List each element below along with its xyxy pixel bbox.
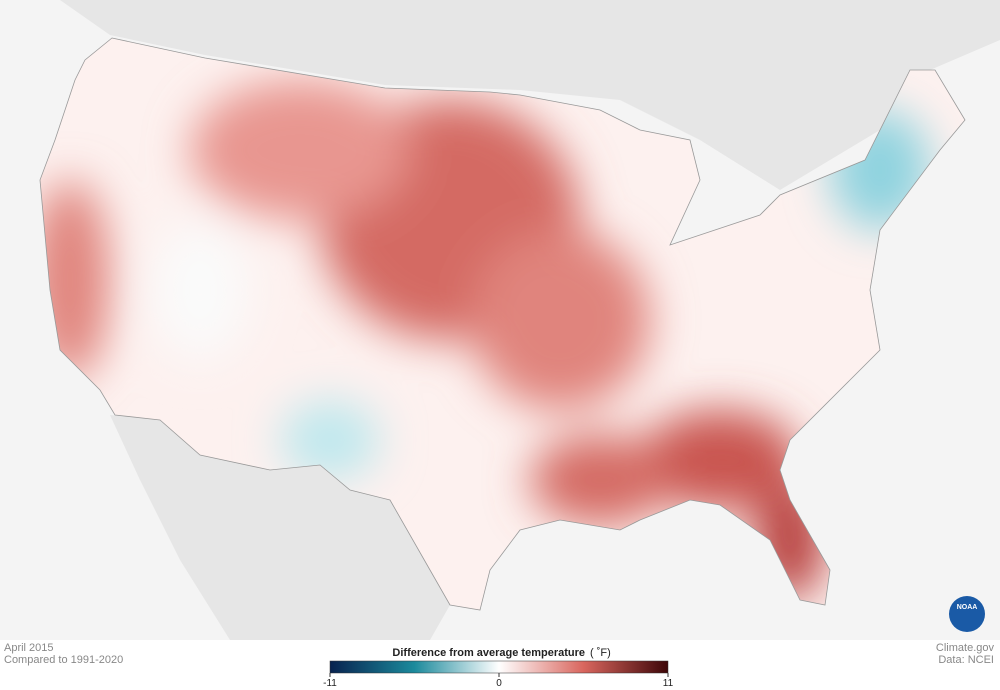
us-border xyxy=(39,37,966,611)
warm-area xyxy=(190,80,410,220)
tick-label: -11 xyxy=(323,678,337,689)
baseline-label: Compared to 1991-2020 xyxy=(4,654,123,666)
date-label: April 2015 xyxy=(4,642,54,654)
source-credit: Data: NCEI xyxy=(938,654,994,666)
cool-area xyxy=(280,400,380,480)
tick-label: 11 xyxy=(663,678,674,689)
noaa-logo xyxy=(949,596,985,632)
legend-unit: ( ˚F) xyxy=(590,647,611,659)
tick-label: 0 xyxy=(496,678,502,689)
warm-area xyxy=(640,410,800,510)
neutral-area xyxy=(150,220,250,360)
colorbar xyxy=(329,660,669,674)
warm-area xyxy=(530,435,670,525)
site-credit: Climate.gov xyxy=(936,642,995,654)
canada-land xyxy=(0,0,1000,190)
mexico-land xyxy=(110,415,450,640)
legend-title: Difference from average temperature xyxy=(392,647,585,659)
logo-text: NOAA xyxy=(957,604,978,611)
colorbar-ticks: -11 0 11 xyxy=(323,673,674,689)
warm-area xyxy=(470,230,650,410)
